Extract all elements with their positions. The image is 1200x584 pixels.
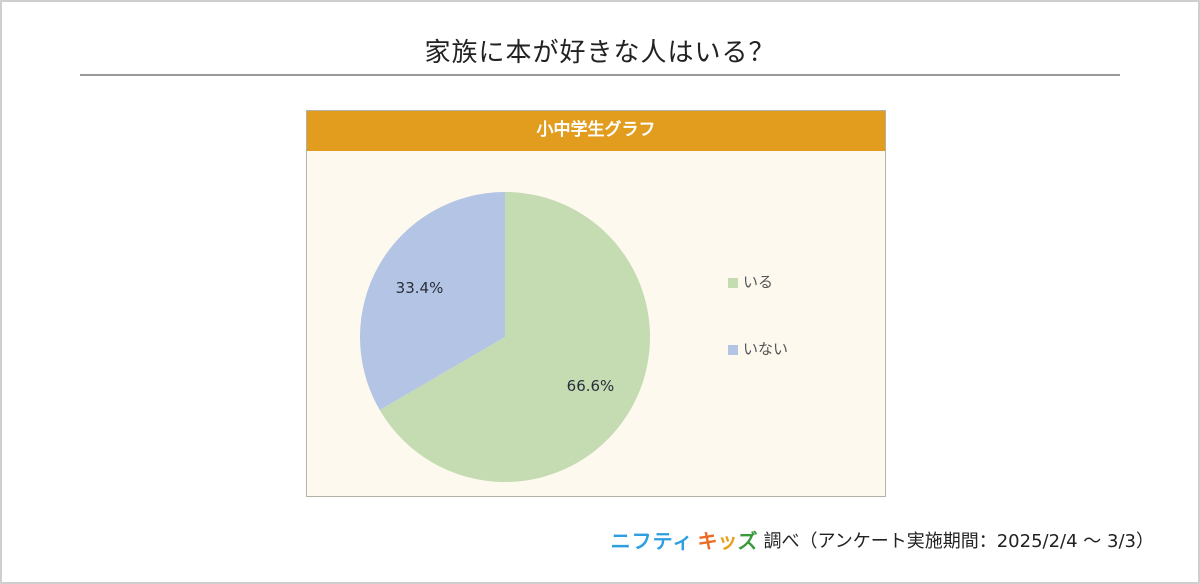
legend-label: いる bbox=[743, 273, 774, 291]
legend-label: いない bbox=[743, 340, 789, 358]
brand-char: ッ bbox=[717, 529, 738, 553]
pie-data-label: 66.6% bbox=[567, 377, 615, 395]
pie-slice-0 bbox=[379, 192, 650, 482]
pie-data-label: 33.4% bbox=[396, 279, 444, 297]
chart-panel: 小中学生グラフ 66.6% 33.4% いる いない bbox=[306, 110, 886, 497]
pie-slice-1 bbox=[360, 192, 505, 411]
page-title: 家族に本が好きな人はいる？ bbox=[424, 38, 776, 68]
legend-swatch-inai bbox=[728, 345, 738, 355]
chart-panel-header: 小中学生グラフ bbox=[307, 111, 885, 151]
brand-char: ズ bbox=[737, 529, 758, 553]
legend-swatch-iru bbox=[728, 278, 738, 288]
brand-logo-nifty: ニフティ bbox=[610, 529, 694, 553]
pie-chart: 66.6% 33.4% bbox=[360, 192, 650, 482]
brand-logo-kids: キッズ bbox=[697, 525, 757, 554]
title-divider bbox=[80, 74, 1120, 76]
source-text: 調べ（アンケート実施期間：2025/2/4 〜 3/3） bbox=[763, 530, 1154, 552]
source-credit: ニフティ キッズ 調べ（アンケート実施期間：2025/2/4 〜 3/3） bbox=[611, 525, 1154, 554]
brand-char: キ bbox=[697, 529, 718, 553]
